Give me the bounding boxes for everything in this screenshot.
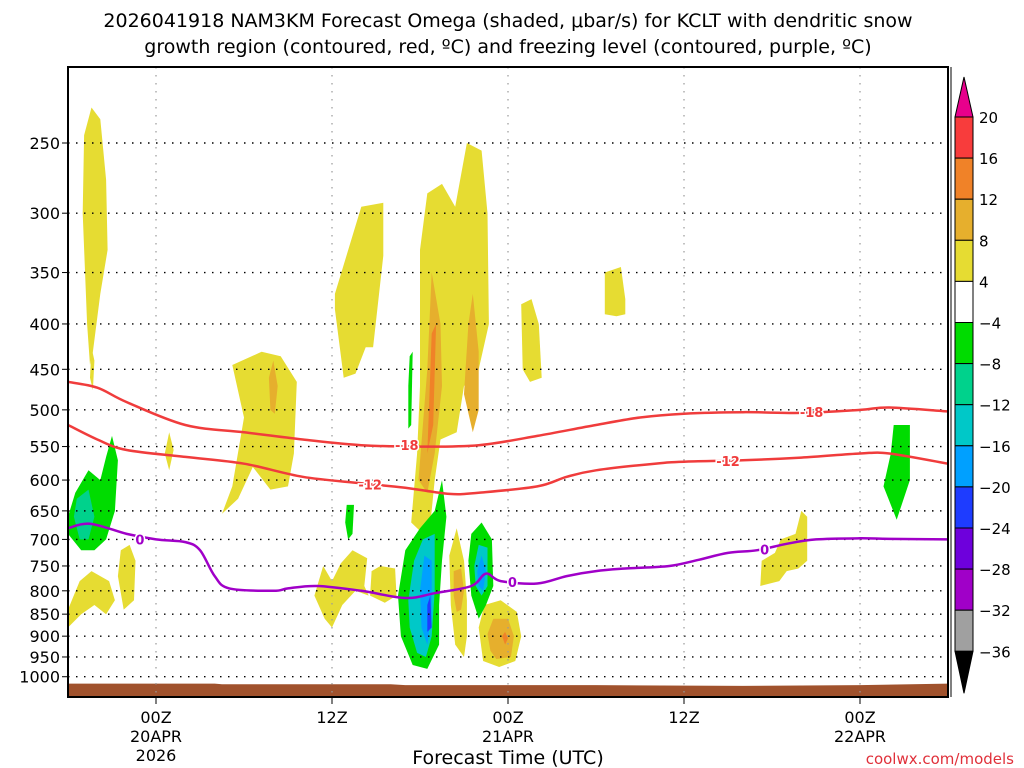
y-axis: 250 300 350 400 450 500 550 600 650 700 750 800 850 9…: [19, 134, 68, 687]
contour-label-freezing-level-0: 0: [508, 576, 517, 591]
colorbar-label: −8: [979, 356, 1001, 374]
colorbar-bin: [954, 568, 974, 611]
title-line-2: growth region (contoured, red, ºC) and f…: [144, 36, 871, 58]
colorbar-label: 20: [979, 109, 998, 127]
y-tick-label: 500: [29, 401, 60, 420]
x-tick-label: 21APR: [482, 727, 534, 746]
shaded-region-yellow-right-375: [604, 267, 626, 317]
shaded-region-teal-left: [73, 489, 95, 540]
colorbar-bin: [954, 363, 974, 406]
contour-dgz-minus-18: [68, 380, 948, 448]
colorbar-bin: [954, 198, 974, 241]
contour-freezing-level-0: [68, 522, 948, 600]
shaded-region-yellow-right-low: [760, 510, 808, 586]
shaded-region-red-core-21apr: [502, 631, 508, 645]
colorbar-bin: [954, 322, 974, 365]
y-tick-label: 950: [29, 648, 60, 667]
colorbar-bin: [954, 239, 974, 282]
contour-label-dgz-minus-12: -12: [716, 455, 740, 470]
contour-label-freezing-level-0: 0: [135, 533, 144, 548]
contour-label-dgz-minus-12: -12: [358, 479, 382, 494]
contour-label-dgz-minus-18: -18: [800, 406, 824, 421]
x-tick-label: 2026: [136, 746, 177, 765]
colorbar-label: −12: [979, 397, 1011, 415]
y-tick-label: 400: [29, 315, 60, 334]
y-tick-label: 300: [29, 204, 60, 223]
y-tick-label: 550: [29, 438, 60, 457]
colorbar-bin: [954, 609, 974, 652]
colorbar-bin: [954, 445, 974, 488]
colorbar-label: 4: [979, 273, 989, 291]
shaded-region-orange-blob-21apr: [487, 618, 514, 659]
x-tick-label: 20APR: [130, 727, 182, 746]
shaded-region-green-right: [883, 425, 910, 520]
x-tick-label: 00Z: [492, 708, 523, 727]
credit-text: coolwx.com/models: [866, 750, 1014, 768]
colorbar-label: 8: [979, 232, 989, 250]
colorbar-label: 12: [979, 191, 998, 209]
plot-area: -18 -18 -12 -12 0 0 0: [68, 67, 948, 697]
contour-label-dgz-minus-18: -18: [395, 439, 419, 454]
colorbar-label: −36: [979, 643, 1011, 661]
colorbar-label: −4: [979, 315, 1001, 333]
y-tick-label: 650: [29, 502, 60, 521]
colorbar-label: −32: [979, 602, 1011, 620]
y-tick-label: 450: [29, 360, 60, 379]
colorbar-bin: [954, 527, 974, 570]
colorbar-bin: [954, 404, 974, 447]
shaded-region-yellow-low-left: [68, 571, 115, 628]
y-tick-label: 800: [29, 582, 60, 601]
shaded-region-red-tower-streak: [427, 324, 437, 454]
x-tick-label: 00Z: [844, 708, 875, 727]
grid-lines: [68, 67, 948, 697]
colorbar-label: −28: [979, 561, 1011, 579]
shaded-region-yellow-upper-left: [82, 107, 108, 365]
shaded-region-green-small-630: [345, 504, 354, 540]
x-tick-label: 00Z: [140, 708, 171, 727]
contour-dgz-minus-12: [68, 423, 948, 496]
y-tick-label: 850: [29, 605, 60, 624]
omega-shading: [68, 107, 910, 669]
ground-surface: [68, 683, 948, 697]
shaded-region-yellow-low-left-b: [117, 544, 136, 610]
shaded-region-yellow-right-350: [521, 299, 542, 382]
ground-fill: [68, 683, 948, 697]
chart-title: 2026041918 NAM3KM Forecast Omega (shaded…: [103, 10, 912, 58]
shaded-region-orange-tower-b: [464, 293, 479, 433]
y-tick-label: 250: [29, 134, 60, 153]
colorbar-bin: [954, 116, 974, 159]
shaded-region-orange-mid-left: [268, 360, 278, 414]
y-tick-label: 600: [29, 471, 60, 490]
colorbar-label: 16: [979, 150, 998, 168]
x-axis-title: Forecast Time (UTC): [412, 747, 603, 768]
shaded-region-green-sliver-450: [408, 351, 413, 429]
colorbar-bin: [954, 157, 974, 200]
y-tick-label: 900: [29, 627, 60, 646]
shaded-region-yellow-upper-12z: [334, 202, 384, 378]
title-line-1: 2026041918 NAM3KM Forecast Omega (shaded…: [103, 10, 912, 32]
colorbar-legend: 20 16 12 8 4 −4 −8 −12 −16 −20 −24 −28 −32 −36: [950, 67, 1011, 697]
shaded-region-blue-cell-b: [477, 555, 486, 591]
y-tick-label: 1000: [19, 668, 60, 687]
shaded-region-darkblue-cell-a: [427, 595, 432, 632]
colorbar-arrow-bottom: [954, 650, 974, 694]
contour-lines: -18 -18 -12 -12 0 0 0: [68, 380, 948, 600]
colorbar-bin: [954, 486, 974, 529]
contour-label-freezing-level-0: 0: [760, 544, 769, 559]
x-tick-label: 22APR: [834, 727, 886, 746]
colorbar-label: −20: [979, 479, 1011, 497]
shaded-region-yellow-sliver-540: [164, 432, 174, 471]
colorbar-bin: [954, 280, 974, 323]
y-tick-label: 700: [29, 530, 60, 549]
x-tick-label: 12Z: [668, 708, 699, 727]
x-tick-label: 12Z: [316, 708, 347, 727]
shaded-region-yellow-mid-left: [222, 351, 297, 514]
y-tick-label: 750: [29, 557, 60, 576]
y-tick-label: 350: [29, 264, 60, 283]
colorbar-label: −24: [979, 520, 1011, 538]
colorbar-label: −16: [979, 438, 1011, 456]
